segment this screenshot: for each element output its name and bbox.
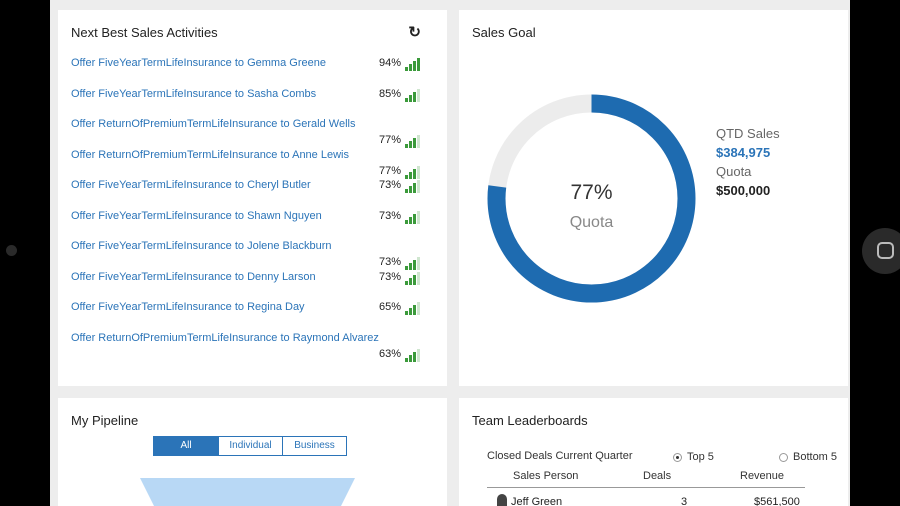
panel-title: Team Leaderboards [472,413,588,428]
donut-percent: 77% [570,181,612,204]
activity-score: 94% [378,57,401,69]
donut-fill [487,94,696,303]
pipeline-filter: All Individual Business [153,436,347,456]
activity-score: 73% [378,256,401,268]
device-home-button[interactable] [862,228,900,274]
home-icon [877,242,894,259]
segment-business[interactable]: Business [282,437,346,455]
header-divider [487,487,805,488]
activity-link[interactable]: Offer FiveYearTermLifeInsurance to Denny… [71,270,316,283]
activity-row[interactable]: Offer FiveYearTermLifeInsurance to Chery… [71,179,421,199]
activity-score: 63% [378,347,401,360]
activity-row[interactable]: Offer FiveYearTermLifeInsurance to Sasha… [71,88,421,108]
activity-link[interactable]: Offer ReturnOfPremiumTermLifeInsurance t… [71,331,379,344]
panel-title: Next Best Sales Activities [71,25,218,40]
row-revenue: $561,500 [754,496,800,506]
dashboard-screen: Next Best Sales Activities ↻ Offer FiveY… [50,0,850,506]
activity-link[interactable]: Offer FiveYearTermLifeInsurance to Shawn… [71,209,322,222]
avatar [497,494,507,506]
sales-goal-panel: Sales Goal 77% Quota QTD Sales $384,975 … [459,10,848,386]
signal-strength-icon [405,57,421,71]
activity-link[interactable]: Offer FiveYearTermLifeInsurance to Regin… [71,301,305,313]
quota-value: $500,000 [716,183,771,198]
sales-goal-donut: 77% Quota [487,94,696,303]
qtd-label: QTD Sales [716,126,780,141]
radio-bottom-5[interactable]: Bottom 5 [779,451,837,463]
activity-row[interactable]: Offer FiveYearTermLifeInsurance to Gemma… [71,57,421,77]
panel-title: Sales Goal [472,25,536,40]
signal-strength-icon [405,165,421,179]
activity-score: 65% [378,301,401,313]
activity-link[interactable]: Offer FiveYearTermLifeInsurance to Gemma… [71,57,326,69]
signal-strength-icon [405,301,421,315]
next-best-activities-panel: Next Best Sales Activities ↻ Offer FiveY… [58,10,447,386]
activity-link[interactable]: Offer ReturnOfPremiumTermLifeInsurance t… [71,118,356,130]
activity-score: 77% [378,134,401,146]
activity-score: 73% [378,209,401,222]
row-deals: 3 [681,496,688,506]
leaderboard-subtitle: Closed Deals Current Quarter [487,450,633,462]
quota-label: Quota [716,164,752,179]
activity-link[interactable]: Offer FiveYearTermLifeInsurance to Sasha… [71,87,317,100]
radio-selected-icon [673,452,682,462]
col-sales-person[interactable]: Sales Person [513,470,579,482]
activity-link[interactable]: Offer ReturnOfPremiumTermLifeInsurance t… [71,148,349,161]
activity-link[interactable]: Offer FiveYearTermLifeInsurance to Chery… [71,179,311,191]
activity-row[interactable]: Offer ReturnOfPremiumTermLifeInsurance t… [71,149,421,179]
col-revenue[interactable]: Revenue [740,470,785,482]
activity-link[interactable]: Offer FiveYearTermLifeInsurance to Jolen… [71,240,332,252]
radio-label: Top 5 [687,451,714,463]
qtd-value: $384,975 [716,145,771,160]
col-deals[interactable]: Deals [643,470,672,482]
radio-label: Bottom 5 [793,451,838,463]
activity-row[interactable]: Offer FiveYearTermLifeInsurance to Jolen… [71,240,421,270]
activity-row[interactable]: Offer ReturnOfPremiumTermLifeInsurance t… [71,118,421,148]
qtd-summary: QTD Sales $384,975 Quota $500,000 [716,124,780,200]
pipeline-panel: My Pipeline All Individual Business [58,398,447,506]
activity-row[interactable]: Offer ReturnOfPremiumTermLifeInsurance t… [71,332,421,362]
segment-all[interactable]: All [154,437,218,455]
radio-top-5[interactable]: Top 5 [673,451,714,463]
segment-individual[interactable]: Individual [218,437,282,455]
leaderboard-panel: Team Leaderboards Closed Deals Current Q… [459,398,848,506]
activity-score: 85% [378,87,401,100]
donut-label: Quota [570,214,614,231]
row-name[interactable]: Jeff Green [511,496,563,506]
signal-strength-icon [405,179,421,193]
signal-strength-icon [405,256,421,270]
activity-row[interactable]: Offer FiveYearTermLifeInsurance to Regin… [71,301,421,321]
activity-score: 73% [378,270,401,283]
signal-strength-icon [405,271,421,285]
signal-strength-icon [405,88,421,102]
radio-empty-icon [779,452,788,462]
activity-score: 73% [378,179,401,191]
device-camera-dot [6,245,17,256]
activity-score: 77% [378,164,401,177]
refresh-icon[interactable]: ↻ [408,24,421,41]
signal-strength-icon [405,134,421,148]
activity-row[interactable]: Offer FiveYearTermLifeInsurance to Shawn… [71,210,421,230]
signal-strength-icon [405,210,421,224]
signal-strength-icon [405,348,421,362]
pipeline-funnel[interactable] [140,478,355,506]
activity-row[interactable]: Offer FiveYearTermLifeInsurance to Denny… [71,271,421,291]
panel-title: My Pipeline [71,413,139,428]
